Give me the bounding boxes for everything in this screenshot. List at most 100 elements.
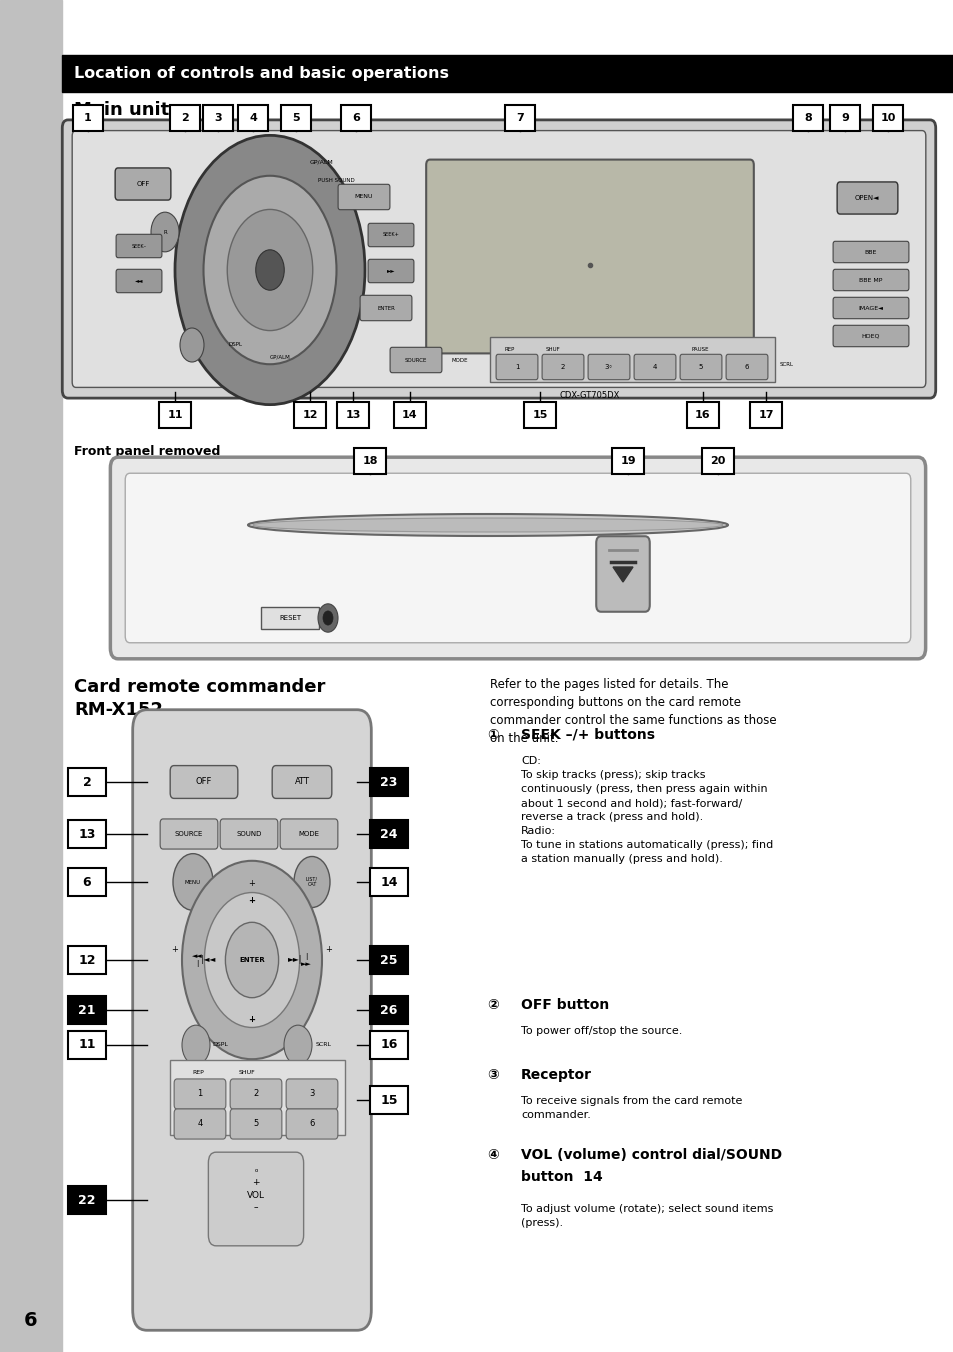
FancyBboxPatch shape (370, 768, 408, 796)
Circle shape (204, 892, 299, 1028)
Text: R: R (163, 230, 167, 234)
Circle shape (323, 611, 333, 625)
Text: 6: 6 (309, 1119, 314, 1129)
Text: 11: 11 (78, 1038, 95, 1052)
Text: |
►►: | ►► (301, 953, 312, 967)
FancyBboxPatch shape (132, 710, 371, 1330)
Text: OFF button: OFF button (520, 998, 609, 1013)
Text: IMAGE◄: IMAGE◄ (858, 306, 882, 311)
Text: 12: 12 (302, 410, 317, 420)
Text: 12: 12 (78, 953, 95, 967)
Text: OFF: OFF (136, 181, 150, 187)
Text: o: o (254, 1168, 257, 1172)
FancyBboxPatch shape (370, 946, 408, 973)
Circle shape (255, 250, 284, 291)
Circle shape (227, 210, 313, 331)
Text: SOURCE: SOURCE (174, 831, 203, 837)
Text: 9: 9 (841, 114, 848, 123)
Text: REP: REP (192, 1069, 204, 1075)
FancyBboxPatch shape (68, 821, 106, 848)
FancyBboxPatch shape (679, 354, 721, 380)
FancyBboxPatch shape (159, 402, 191, 429)
Text: 2: 2 (253, 1090, 258, 1098)
Text: 16: 16 (695, 410, 710, 420)
Circle shape (180, 329, 204, 362)
Text: 1: 1 (84, 114, 91, 123)
FancyBboxPatch shape (115, 168, 171, 200)
FancyBboxPatch shape (426, 160, 753, 353)
Text: ENTER: ENTER (239, 957, 265, 963)
FancyBboxPatch shape (62, 120, 935, 397)
FancyBboxPatch shape (116, 269, 162, 292)
Circle shape (203, 176, 336, 364)
Bar (0, 0, 62, 1352)
FancyBboxPatch shape (541, 354, 583, 380)
FancyBboxPatch shape (68, 868, 106, 896)
Text: +: + (248, 1015, 255, 1023)
Text: 10: 10 (880, 114, 895, 123)
Circle shape (174, 135, 365, 404)
FancyBboxPatch shape (837, 183, 897, 214)
Text: 11: 11 (167, 410, 183, 420)
Text: Location of controls and basic operations: Location of controls and basic operation… (74, 66, 449, 81)
Text: 4: 4 (197, 1119, 202, 1129)
FancyBboxPatch shape (686, 402, 719, 429)
Text: VOL (volume) control dial/SOUND: VOL (volume) control dial/SOUND (520, 1148, 781, 1161)
Text: 6: 6 (744, 364, 748, 370)
FancyBboxPatch shape (587, 354, 629, 380)
Ellipse shape (248, 514, 727, 535)
Text: SEEK–: SEEK– (132, 243, 147, 249)
Text: 13: 13 (78, 827, 95, 841)
Circle shape (151, 212, 179, 251)
Text: SCRL: SCRL (315, 1042, 332, 1048)
Text: 2: 2 (560, 364, 564, 370)
Text: 5: 5 (699, 364, 702, 370)
Text: OPEN◄: OPEN◄ (854, 195, 879, 201)
Text: Front panel removed: Front panel removed (74, 446, 220, 458)
Text: ②: ② (486, 998, 498, 1013)
FancyBboxPatch shape (281, 105, 311, 131)
Text: 2: 2 (181, 114, 189, 123)
Text: 24: 24 (380, 827, 397, 841)
Circle shape (182, 1025, 210, 1065)
FancyBboxPatch shape (68, 768, 106, 796)
Text: PAUSE: PAUSE (691, 347, 708, 353)
Text: 4: 4 (249, 114, 256, 123)
FancyBboxPatch shape (370, 868, 408, 896)
Text: ENTER: ENTER (376, 306, 395, 311)
Text: REP: REP (504, 347, 515, 353)
FancyBboxPatch shape (73, 105, 103, 131)
FancyBboxPatch shape (832, 326, 908, 346)
FancyBboxPatch shape (370, 1086, 408, 1114)
FancyBboxPatch shape (634, 354, 675, 380)
FancyBboxPatch shape (286, 1079, 337, 1109)
Text: 7: 7 (516, 114, 523, 123)
FancyBboxPatch shape (749, 402, 781, 429)
Text: SHUF: SHUF (545, 347, 559, 353)
Text: SEEK+: SEEK+ (382, 233, 399, 238)
Text: |◄◄: |◄◄ (201, 956, 215, 964)
FancyBboxPatch shape (294, 402, 326, 429)
FancyBboxPatch shape (354, 448, 386, 475)
Text: 5: 5 (292, 114, 299, 123)
Text: 8: 8 (803, 114, 811, 123)
Text: To receive signals from the card remote
commander.: To receive signals from the card remote … (520, 1096, 741, 1119)
Text: RESET: RESET (278, 615, 301, 621)
FancyBboxPatch shape (160, 819, 217, 849)
Text: ◄◄: ◄◄ (134, 279, 143, 284)
Text: CD:
To skip tracks (press); skip tracks
continuously (press, then press again wi: CD: To skip tracks (press); skip tracks … (520, 756, 773, 864)
Text: 2: 2 (83, 776, 91, 788)
FancyBboxPatch shape (68, 946, 106, 973)
FancyBboxPatch shape (368, 223, 414, 246)
FancyBboxPatch shape (237, 105, 268, 131)
FancyBboxPatch shape (286, 1109, 337, 1138)
FancyBboxPatch shape (336, 402, 369, 429)
FancyBboxPatch shape (280, 819, 337, 849)
Text: PUSH SOUND: PUSH SOUND (317, 177, 355, 183)
Text: 1: 1 (197, 1090, 202, 1098)
FancyBboxPatch shape (116, 234, 162, 258)
Text: +: + (325, 945, 332, 955)
Text: Receptor: Receptor (520, 1068, 592, 1082)
Text: 14: 14 (402, 410, 417, 420)
Text: CDX-GT705DX: CDX-GT705DX (559, 391, 619, 399)
